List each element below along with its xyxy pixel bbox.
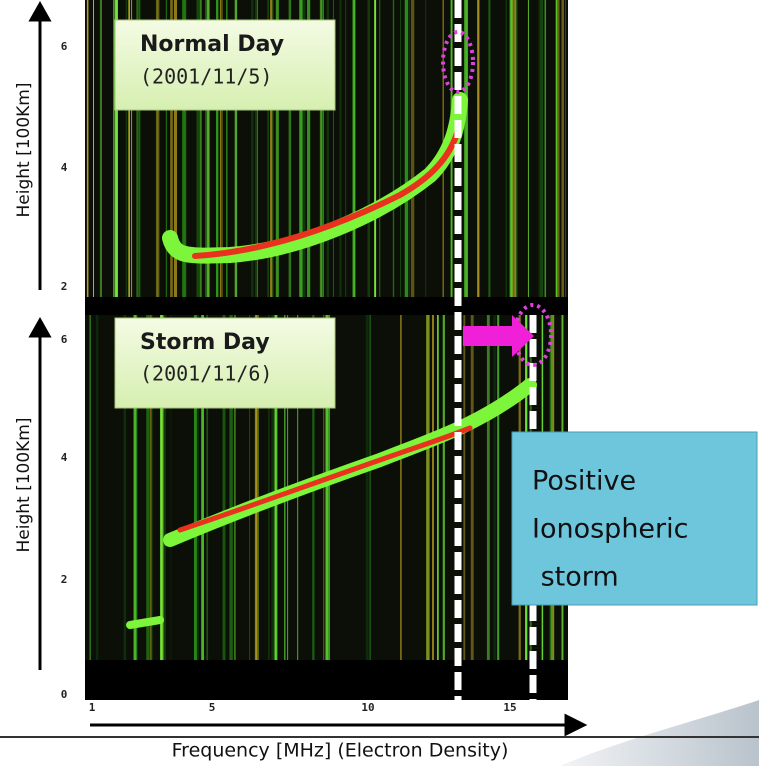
stripe bbox=[405, 0, 408, 297]
x-tick-label: 1 bbox=[89, 701, 96, 714]
stripe bbox=[539, 0, 540, 297]
arrowhead bbox=[31, 320, 49, 336]
storm-echo bbox=[130, 620, 160, 625]
panel-title: Normal Day bbox=[140, 32, 284, 57]
stripe bbox=[100, 0, 102, 297]
stripe bbox=[506, 0, 507, 297]
arrowhead bbox=[31, 4, 49, 20]
stripe bbox=[93, 0, 94, 297]
separator bbox=[85, 297, 568, 315]
stripe bbox=[353, 0, 355, 297]
stripe bbox=[87, 0, 89, 297]
y-axis-label: Height [100Km] bbox=[14, 82, 34, 217]
y-ticks: 6 4 2 bbox=[61, 40, 68, 293]
callout-text: storm bbox=[532, 562, 619, 593]
stripe bbox=[400, 0, 401, 297]
stripe bbox=[113, 0, 114, 297]
bottom-band bbox=[85, 660, 568, 700]
stripe bbox=[352, 0, 353, 297]
stripe bbox=[556, 0, 557, 297]
panel-date: (2001/11/6) bbox=[140, 362, 272, 386]
stripe bbox=[471, 315, 474, 660]
stripe bbox=[528, 0, 529, 297]
y-tick-label: 2 bbox=[61, 573, 68, 586]
stripe bbox=[400, 315, 401, 660]
stripe bbox=[561, 0, 564, 297]
stripe bbox=[443, 315, 445, 660]
stripe bbox=[96, 315, 98, 660]
stripe bbox=[514, 0, 517, 297]
stripe bbox=[379, 0, 380, 297]
stripe bbox=[345, 0, 346, 297]
stripe bbox=[369, 315, 371, 660]
y-ticks: 6 4 2 0 bbox=[61, 333, 68, 701]
stripe bbox=[540, 0, 543, 297]
stripe bbox=[393, 0, 394, 297]
stripe bbox=[558, 0, 559, 297]
arrowhead bbox=[566, 716, 584, 734]
y-tick-label: 2 bbox=[61, 280, 68, 293]
callout-text: Ionospheric bbox=[532, 514, 689, 545]
x-tick-label: 10 bbox=[361, 701, 374, 714]
stripe bbox=[411, 0, 414, 297]
panel-date: (2001/11/5) bbox=[140, 65, 272, 89]
stripe bbox=[463, 315, 465, 660]
y-tick-label: 6 bbox=[61, 333, 68, 346]
y-axis-label: Height [100Km] bbox=[14, 417, 34, 552]
slide-decoration bbox=[560, 700, 759, 766]
stripe bbox=[487, 315, 490, 660]
stripe bbox=[488, 0, 490, 297]
stripe bbox=[493, 315, 496, 660]
x-ticks: 1 5 10 15 bbox=[89, 701, 517, 714]
y-tick-label: 4 bbox=[61, 451, 68, 464]
stripe bbox=[366, 315, 369, 660]
x-axis-label: Frequency [MHz] (Electron Density) bbox=[172, 740, 509, 762]
stripe bbox=[426, 315, 429, 660]
y-tick-label: 6 bbox=[61, 40, 68, 53]
stripe bbox=[89, 315, 91, 660]
panel-title: Storm Day bbox=[140, 330, 270, 355]
x-tick-label: 5 bbox=[209, 701, 216, 714]
stripe bbox=[477, 0, 479, 297]
stripe bbox=[408, 0, 409, 297]
stripe bbox=[340, 0, 342, 297]
stripe bbox=[565, 0, 566, 297]
stripe bbox=[425, 0, 426, 297]
callout-text: Positive bbox=[532, 466, 636, 497]
stripe bbox=[497, 315, 499, 660]
stripe bbox=[374, 0, 376, 297]
x-tick-label: 15 bbox=[503, 701, 516, 714]
stripe bbox=[510, 0, 513, 297]
y-tick-label: 4 bbox=[61, 161, 68, 174]
stripe bbox=[367, 0, 370, 297]
y-tick-label: 0 bbox=[61, 688, 68, 701]
stripe bbox=[464, 0, 468, 297]
figure: Normal Day (2001/11/5) Storm Day (2001/1… bbox=[0, 0, 759, 766]
stripe bbox=[432, 315, 434, 660]
stripe bbox=[544, 0, 546, 297]
stripe bbox=[437, 315, 438, 660]
